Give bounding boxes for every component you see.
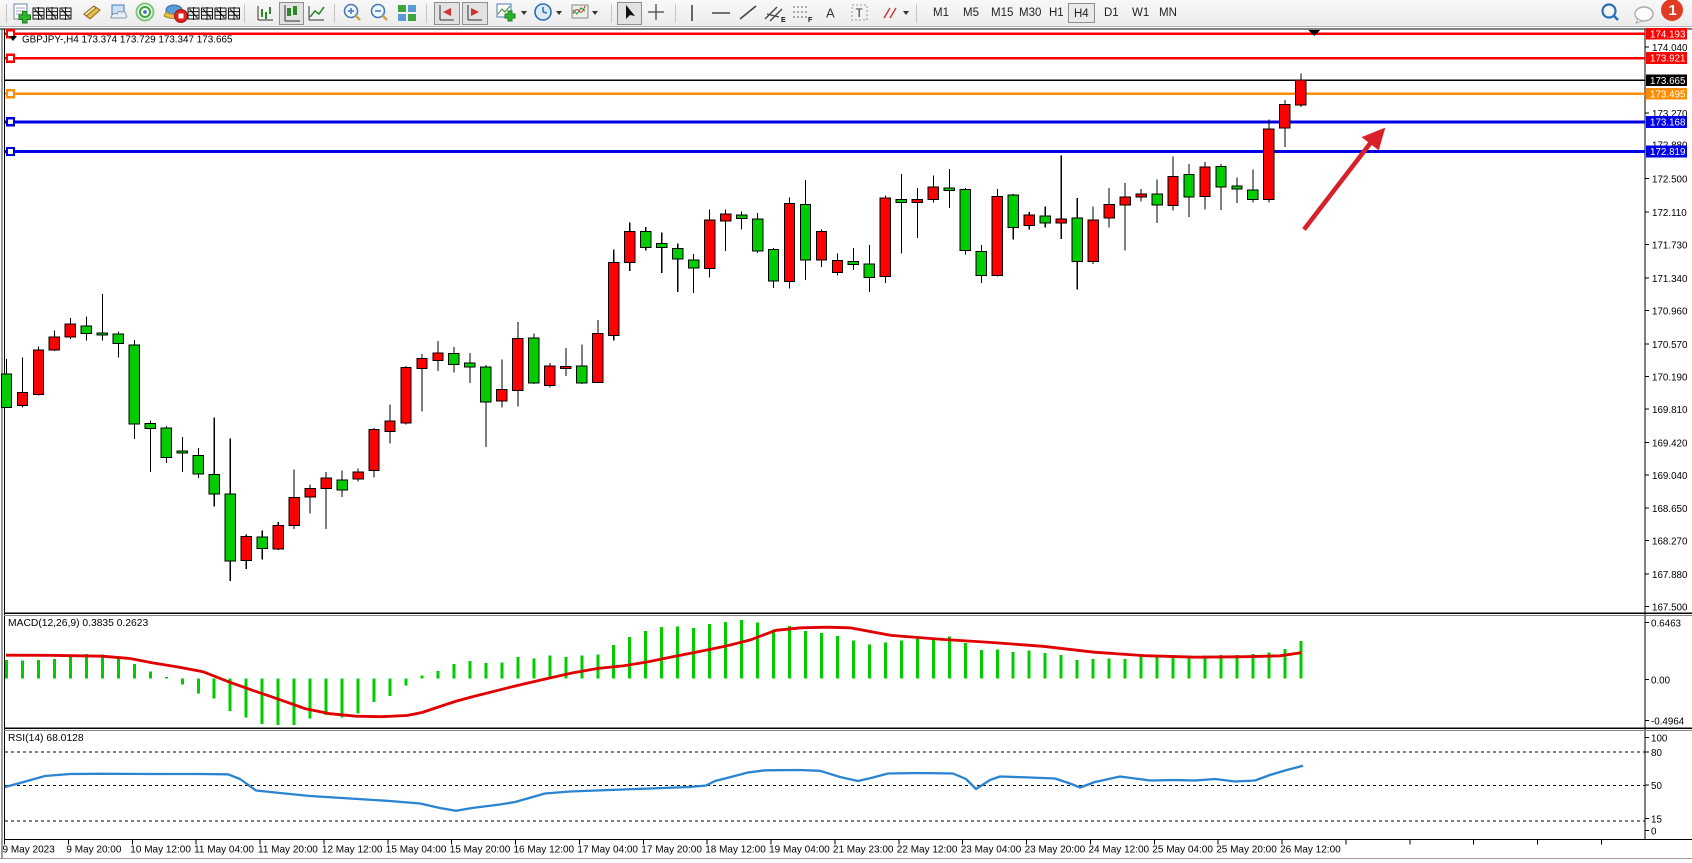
svg-text:A: A: [826, 6, 835, 21]
svg-text:17 May 20:00: 17 May 20:00: [641, 845, 702, 856]
svg-text:15 May 20:00: 15 May 20:00: [450, 845, 511, 856]
svg-text:11 May 20:00: 11 May 20:00: [258, 845, 318, 856]
svg-text:23 May 20:00: 23 May 20:00: [1025, 845, 1086, 856]
svg-text:GBPJPY-,H4 173.374 173.729 17: GBPJPY-,H4 173.374 173.729 173.347 173.6…: [22, 35, 233, 46]
svg-text:E: E: [781, 17, 786, 24]
svg-text:17 May 04:00: 17 May 04:00: [577, 845, 638, 856]
svg-text:10 May 12:00: 10 May 12:00: [130, 845, 191, 856]
svg-text:172.819: 172.819: [1650, 147, 1685, 158]
svg-text:168.270: 168.270: [1652, 537, 1688, 548]
svg-text:169.420: 169.420: [1652, 438, 1688, 449]
svg-text:21 May 23:00: 21 May 23:00: [833, 845, 894, 856]
svg-text:171.340: 171.340: [1652, 274, 1688, 285]
svg-text:23 May 04:00: 23 May 04:00: [961, 845, 1022, 856]
svg-text:MACD(12,26,9) 0.3835 0.2623: MACD(12,26,9) 0.3835 0.2623: [8, 618, 149, 629]
svg-text:0.6463: 0.6463: [1651, 618, 1682, 629]
svg-text:173.495: 173.495: [1650, 89, 1686, 100]
svg-text:80: 80: [1651, 748, 1662, 759]
svg-text:15 May 04:00: 15 May 04:00: [386, 845, 447, 856]
svg-text:25 May 20:00: 25 May 20:00: [1216, 845, 1277, 856]
svg-text:26 May 12:00: 26 May 12:00: [1280, 845, 1341, 856]
svg-text:168.650: 168.650: [1652, 504, 1688, 515]
svg-text:173.921: 173.921: [1650, 54, 1685, 65]
svg-text:9 May 20:00: 9 May 20:00: [66, 845, 121, 856]
svg-text:18 May 12:00: 18 May 12:00: [705, 845, 766, 856]
svg-text:172.110: 172.110: [1652, 208, 1687, 219]
svg-text:173.168: 173.168: [1650, 118, 1686, 129]
svg-text:22 May 12:00: 22 May 12:00: [897, 845, 958, 856]
svg-text:174.040: 174.040: [1652, 43, 1688, 54]
svg-text:173.270: 173.270: [1652, 109, 1688, 120]
svg-text:16 May 12:00: 16 May 12:00: [514, 845, 575, 856]
svg-text:170.190: 170.190: [1652, 372, 1688, 383]
svg-text:25 May 04:00: 25 May 04:00: [1152, 845, 1213, 856]
svg-text:0: 0: [1651, 827, 1657, 838]
svg-text:19 May 04:00: 19 May 04:00: [769, 845, 830, 856]
svg-text:T: T: [856, 6, 864, 20]
svg-text:F: F: [808, 17, 813, 24]
svg-text:0.00: 0.00: [1651, 675, 1671, 686]
svg-text:1: 1: [1669, 2, 1677, 19]
svg-text:174.193: 174.193: [1650, 29, 1686, 40]
svg-text:50: 50: [1651, 781, 1662, 792]
svg-text:172.500: 172.500: [1652, 175, 1688, 186]
svg-text:169.040: 169.040: [1652, 471, 1688, 482]
svg-text:15: 15: [1651, 815, 1662, 826]
svg-text:170.960: 170.960: [1652, 307, 1688, 318]
svg-text:-0.4964: -0.4964: [1651, 716, 1685, 727]
svg-text:100: 100: [1651, 734, 1668, 745]
svg-text:9 May 2023: 9 May 2023: [3, 845, 56, 856]
svg-text:11 May 04:00: 11 May 04:00: [194, 845, 254, 856]
svg-text:167.500: 167.500: [1652, 603, 1688, 614]
svg-text:169.810: 169.810: [1652, 405, 1688, 416]
svg-text:12 May 12:00: 12 May 12:00: [322, 845, 383, 856]
svg-text:173.665: 173.665: [1650, 76, 1686, 87]
svg-text:171.730: 171.730: [1652, 241, 1688, 252]
svg-text:167.880: 167.880: [1652, 570, 1688, 581]
svg-text:RSI(14) 68.0128: RSI(14) 68.0128: [8, 733, 84, 744]
svg-text:24 May 12:00: 24 May 12:00: [1089, 845, 1150, 856]
svg-text:170.570: 170.570: [1652, 340, 1688, 351]
